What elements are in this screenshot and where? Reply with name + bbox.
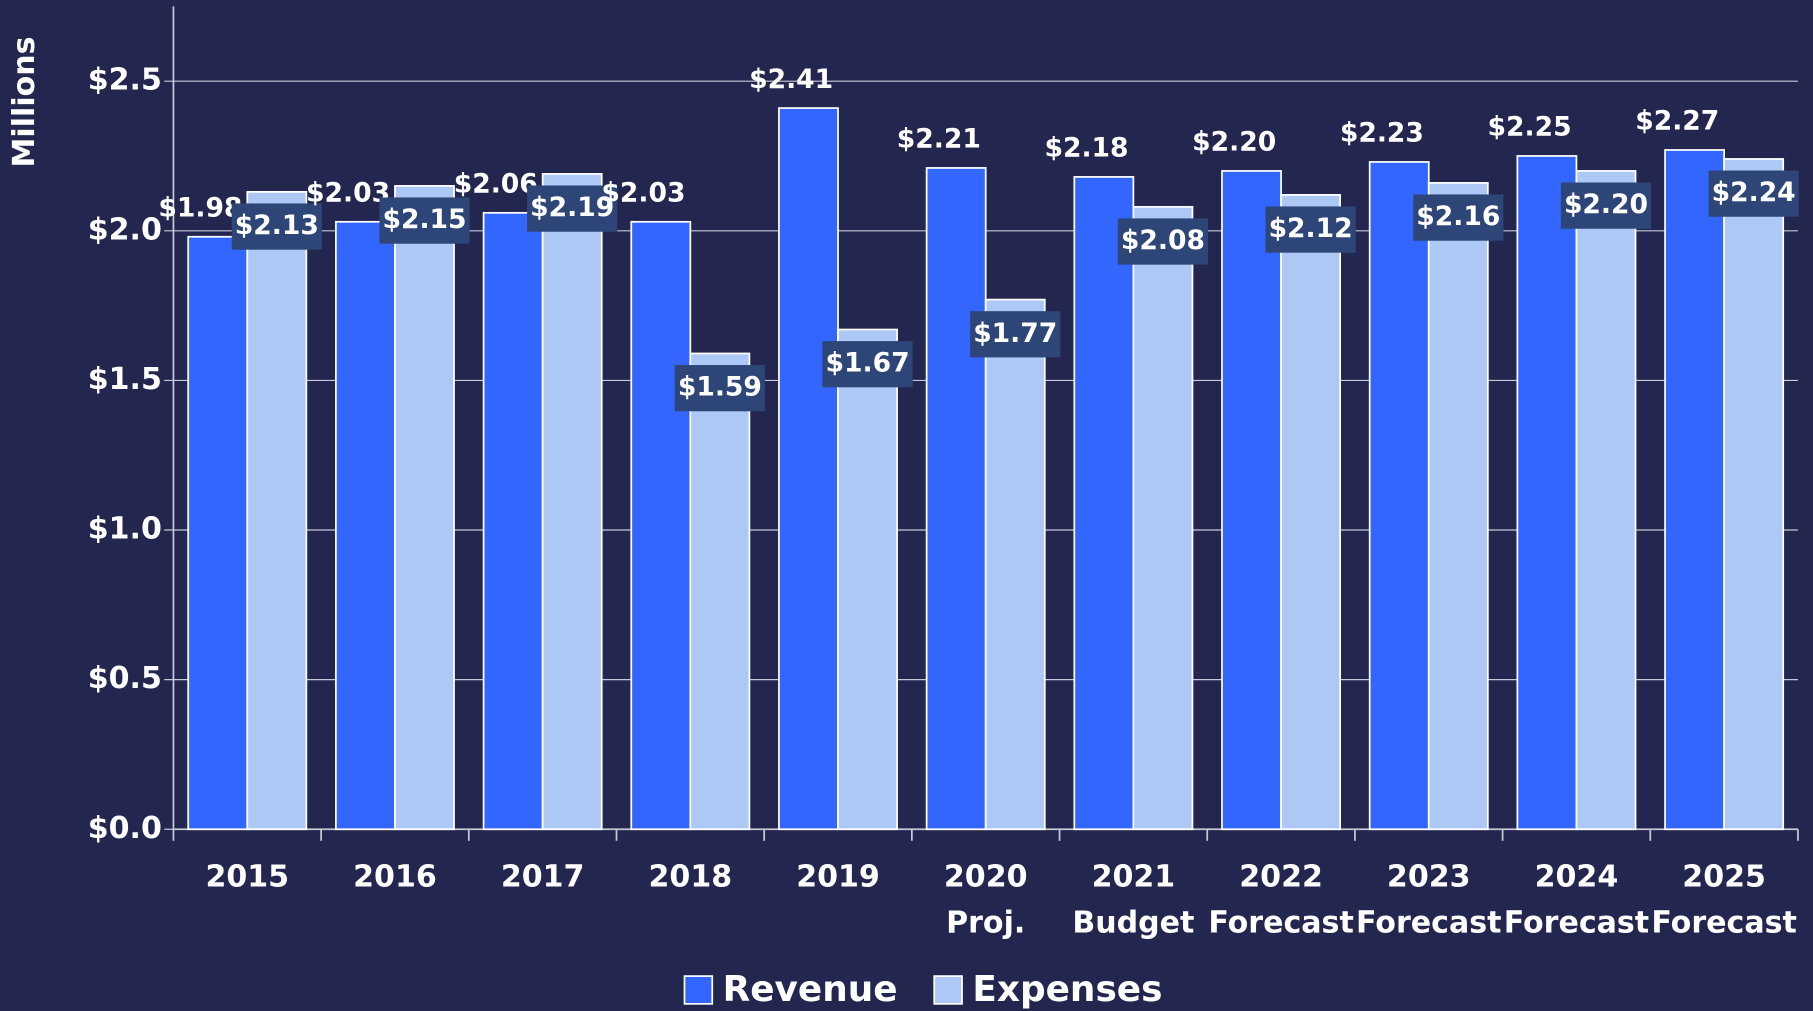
x-tick-label: 2015 <box>205 859 289 894</box>
bar <box>925 167 987 831</box>
y-tick-label: $0.5 <box>88 661 162 696</box>
y-tick-label: $1.5 <box>88 362 162 397</box>
bar <box>984 298 1046 831</box>
data-label-box <box>527 185 618 232</box>
bar <box>482 211 544 831</box>
data-label: $1.98 <box>158 193 242 224</box>
bar <box>1575 170 1637 831</box>
data-label: $2.03 <box>306 178 390 209</box>
x-tick-label: Forecast <box>1356 906 1501 941</box>
bar <box>187 235 249 831</box>
bar <box>335 220 396 831</box>
data-label: $2.03 <box>601 178 685 209</box>
x-tick-label: Forecast <box>1651 906 1796 941</box>
bar <box>1073 176 1135 831</box>
x-tick-label: Proj. <box>946 906 1025 941</box>
bar <box>1664 149 1725 831</box>
bar <box>1427 182 1489 831</box>
data-label: $2.08 <box>1121 225 1205 256</box>
data-label-box <box>1708 170 1799 217</box>
data-label: $1.77 <box>973 318 1057 349</box>
data-label-box <box>822 341 913 388</box>
x-tick-label: 2025 <box>1682 859 1766 894</box>
legend-label: Expenses <box>972 969 1162 1010</box>
legend-swatch <box>933 975 963 1005</box>
data-label: $2.41 <box>749 64 833 95</box>
bar <box>1280 193 1342 831</box>
bar <box>1368 161 1430 831</box>
bar <box>689 352 751 831</box>
x-tick-label: 2019 <box>796 859 880 894</box>
data-label-box <box>970 311 1061 358</box>
x-tick-label: 2022 <box>1239 859 1323 894</box>
bar <box>1723 158 1785 831</box>
data-label: $2.24 <box>1712 177 1796 208</box>
bar <box>394 185 455 831</box>
legend-label: Revenue <box>723 969 898 1010</box>
x-tick-label: Budget <box>1072 906 1194 941</box>
data-label: $1.59 <box>678 372 762 403</box>
y-axis-label: Millions <box>7 36 42 167</box>
bar <box>778 107 839 831</box>
bar <box>837 328 898 831</box>
bar <box>630 220 692 831</box>
y-tick-label: $2.0 <box>88 212 162 247</box>
x-tick-label: Forecast <box>1208 906 1353 941</box>
data-label: $2.21 <box>897 124 981 155</box>
x-tick-label: 2018 <box>649 859 733 894</box>
data-label: $2.12 <box>1269 213 1353 244</box>
bar <box>1132 205 1194 831</box>
data-label: $2.13 <box>235 210 319 241</box>
data-label: $1.67 <box>826 348 910 379</box>
x-tick-label: 2024 <box>1535 859 1619 894</box>
data-label: $2.15 <box>382 204 466 235</box>
data-label: $2.18 <box>1044 133 1128 164</box>
data-label-box <box>1560 182 1652 229</box>
data-label-box <box>1413 194 1504 241</box>
data-label: $2.25 <box>1488 112 1572 143</box>
data-label: $2.20 <box>1564 189 1648 220</box>
bar <box>1516 155 1578 831</box>
data-label-box <box>674 365 765 412</box>
x-tick-label: 2023 <box>1387 859 1471 894</box>
bar <box>541 173 603 831</box>
data-label-box <box>231 203 322 250</box>
y-tick-label: $2.5 <box>88 63 162 98</box>
data-label: $2.16 <box>1416 201 1500 232</box>
data-label: $2.19 <box>530 192 614 223</box>
data-label: $2.20 <box>1192 127 1276 158</box>
bar <box>1221 170 1282 831</box>
x-tick-label: 2017 <box>501 859 585 894</box>
y-tick-label: $0.0 <box>88 811 162 846</box>
data-label-box <box>1117 218 1209 265</box>
x-tick-label: Forecast <box>1504 906 1649 941</box>
x-tick-label: 2021 <box>1092 859 1176 894</box>
legend-swatch <box>683 975 714 1005</box>
data-label: $2.23 <box>1340 118 1424 149</box>
data-label-box <box>379 197 470 244</box>
y-tick-label: $1.0 <box>88 512 162 547</box>
x-tick-label: 2020 <box>944 859 1028 894</box>
data-label: $2.27 <box>1635 106 1719 137</box>
data-label-box <box>1265 206 1356 253</box>
bar <box>246 191 308 831</box>
data-label: $2.06 <box>454 169 538 200</box>
x-tick-label: 2016 <box>353 859 437 894</box>
